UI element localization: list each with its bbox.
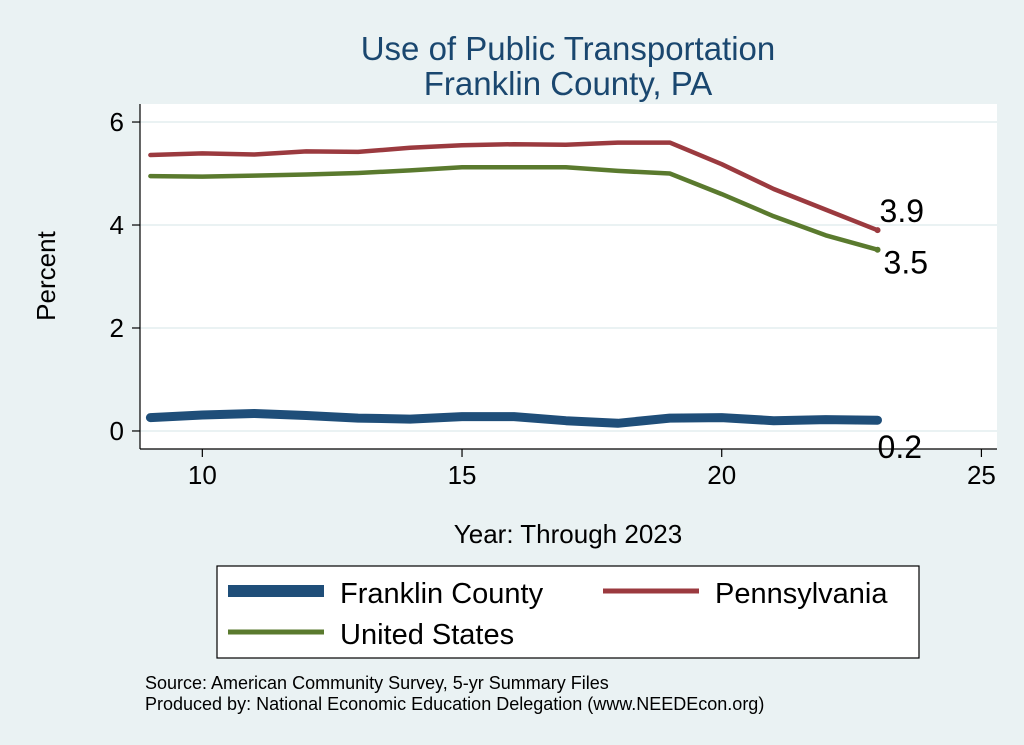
x-tick-label-15: 15: [448, 460, 477, 490]
y-tick-label-4: 4: [110, 210, 124, 240]
axis-ticks: 0 2 4 6 10 15 20 25: [110, 107, 996, 490]
x-tick-label-25: 25: [967, 460, 996, 490]
end-labels: 0.2 3.5 3.9: [878, 193, 928, 465]
plot-area: [140, 104, 997, 449]
series-line-united-states: [148, 165, 880, 252]
chart-title: Use of Public Transportation: [361, 30, 776, 67]
footer-produced: Produced by: National Economic Education…: [145, 694, 764, 714]
grid-lines: [140, 121, 997, 432]
footer-source: Source: American Community Survey, 5-yr …: [145, 673, 609, 693]
legend-label-united-states: United States: [340, 619, 514, 651]
end-point-united-states: [874, 246, 881, 253]
legend: Franklin County Pennsylvania United Stat…: [216, 565, 920, 659]
series-line-pennsylvania: [148, 140, 880, 233]
chart-subtitle: Franklin County, PA: [424, 65, 713, 102]
end-label-franklin: 0.2: [878, 429, 922, 465]
y-tick-label-0: 0: [110, 416, 124, 446]
legend-label-franklin: Franklin County: [340, 578, 544, 610]
x-tick-label-20: 20: [707, 460, 736, 490]
legend-label-pennsylvania: Pennsylvania: [715, 578, 888, 610]
end-point-pennsylvania: [874, 227, 881, 234]
x-tick-label-10: 10: [188, 460, 217, 490]
end-label-united-states: 3.5: [884, 245, 928, 281]
y-tick-label-6: 6: [110, 107, 124, 137]
y-axis-label: Percent: [31, 230, 61, 320]
end-point-franklin: [874, 417, 881, 424]
y-tick-label-2: 2: [110, 313, 124, 343]
series-line-franklin: [145, 409, 882, 428]
x-axis-label: Year: Through 2023: [454, 519, 682, 549]
end-label-pennsylvania: 3.9: [880, 193, 924, 229]
series-lines: [145, 140, 882, 428]
axes: [139, 104, 997, 450]
legend-box: [216, 565, 920, 659]
